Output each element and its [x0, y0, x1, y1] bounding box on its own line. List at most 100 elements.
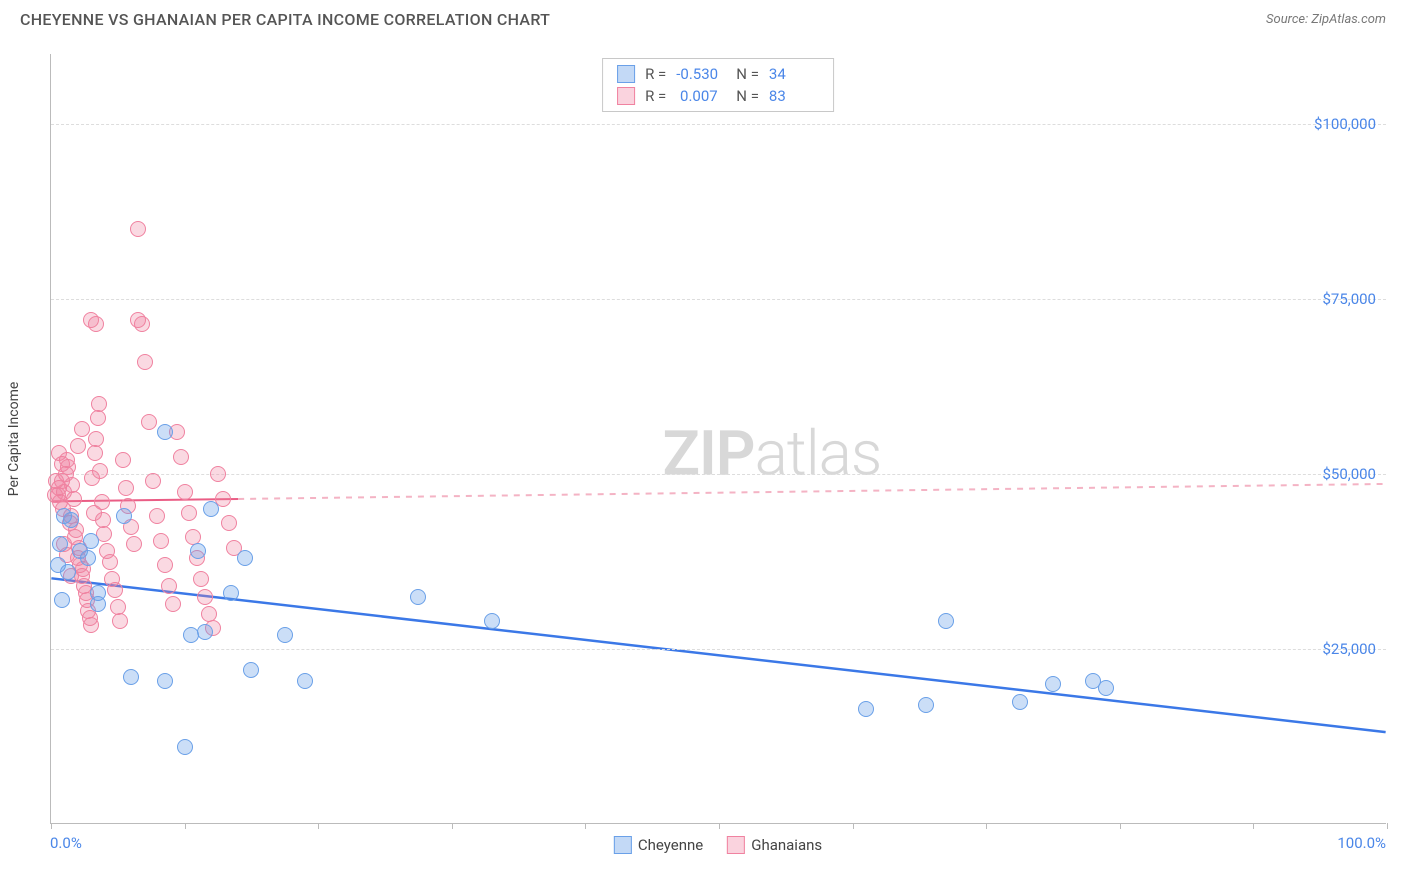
chart-plot-area: Per Capita Income ZIPatlas $25,000$50,00…: [50, 54, 1386, 824]
x-tick: [185, 823, 186, 829]
y-tick-label: $50,000: [1322, 465, 1376, 483]
data-point: [92, 463, 108, 479]
data-point: [102, 554, 118, 570]
legend-label-ghanaians: Ghanaians: [751, 836, 822, 854]
data-point: [94, 494, 110, 510]
plot-region: ZIPatlas $25,000$50,000$75,000$100,000: [50, 54, 1386, 824]
data-point: [130, 221, 146, 237]
source-label: Source: ZipAtlas.com: [1266, 12, 1386, 27]
data-point: [243, 662, 259, 678]
data-point: [83, 533, 99, 549]
data-point: [223, 585, 239, 601]
data-point: [190, 543, 206, 559]
watermark: ZIPatlas: [662, 417, 881, 490]
data-point: [193, 571, 209, 587]
data-point: [74, 421, 90, 437]
data-point: [66, 491, 82, 507]
data-point: [1012, 694, 1028, 710]
data-point: [52, 536, 68, 552]
stats-row-ghanaians: R = 0.007 N = 83: [617, 85, 819, 107]
y-tick-label: $100,000: [1314, 115, 1376, 133]
y-axis-title: Per Capita Income: [6, 382, 22, 497]
legend-item-ghanaians: Ghanaians: [727, 836, 822, 854]
legend-label-cheyenne: Cheyenne: [638, 836, 703, 854]
data-point: [126, 536, 142, 552]
data-point: [115, 452, 131, 468]
data-point: [157, 673, 173, 689]
data-point: [134, 316, 150, 332]
stat-n-label: N =: [736, 85, 759, 107]
data-point: [123, 669, 139, 685]
x-tick: [318, 823, 319, 829]
grid-line: [51, 474, 1386, 475]
data-point: [107, 582, 123, 598]
data-point: [484, 613, 500, 629]
y-tick-label: $25,000: [1322, 640, 1376, 658]
data-point: [237, 550, 253, 566]
grid-line: [51, 124, 1386, 125]
data-point: [277, 627, 293, 643]
data-point: [116, 508, 132, 524]
data-point: [60, 564, 76, 580]
data-point: [90, 596, 106, 612]
data-point: [145, 473, 161, 489]
x-tick: [1387, 823, 1388, 829]
swatch-cheyenne: [617, 65, 635, 83]
chart-title: CHEYENNE VS GHANAIAN PER CAPITA INCOME C…: [20, 10, 550, 29]
data-point: [54, 592, 70, 608]
data-point: [137, 354, 153, 370]
data-point: [410, 589, 426, 605]
x-tick: [1120, 823, 1121, 829]
data-point: [51, 445, 67, 461]
data-point: [47, 487, 63, 503]
x-tick: [986, 823, 987, 829]
trend-lines: [51, 54, 1386, 823]
stat-r-ghanaians: 0.007: [676, 85, 726, 107]
grid-line: [51, 299, 1386, 300]
data-point: [87, 445, 103, 461]
data-point: [1045, 676, 1061, 692]
bottom-legend: Cheyenne Ghanaians: [614, 836, 822, 854]
data-point: [141, 414, 157, 430]
x-tick: [585, 823, 586, 829]
data-point: [1085, 673, 1101, 689]
data-point: [221, 515, 237, 531]
stat-r-label: R =: [645, 63, 666, 85]
stat-n-label: N =: [736, 63, 759, 85]
data-point: [858, 701, 874, 717]
data-point: [149, 508, 165, 524]
stat-r-cheyenne: -0.530: [676, 63, 726, 85]
swatch-ghanaians: [727, 836, 745, 854]
x-axis-max-label: 100.0%: [1337, 834, 1386, 852]
data-point: [177, 484, 193, 500]
x-tick: [51, 823, 52, 829]
data-point: [203, 501, 219, 517]
x-tick: [853, 823, 854, 829]
data-point: [157, 424, 173, 440]
x-tick: [1253, 823, 1254, 829]
legend-item-cheyenne: Cheyenne: [614, 836, 703, 854]
data-point: [918, 697, 934, 713]
stat-r-label: R =: [645, 85, 666, 107]
data-point: [173, 449, 189, 465]
data-point: [80, 550, 96, 566]
data-point: [112, 613, 128, 629]
data-point: [181, 505, 197, 521]
x-tick: [452, 823, 453, 829]
data-point: [210, 466, 226, 482]
data-point: [88, 431, 104, 447]
data-point: [70, 438, 86, 454]
data-point: [83, 617, 99, 633]
data-point: [197, 624, 213, 640]
data-point: [197, 589, 213, 605]
data-point: [91, 396, 107, 412]
data-point: [177, 739, 193, 755]
stat-n-ghanaians: 83: [769, 85, 819, 107]
data-point: [157, 557, 173, 573]
swatch-ghanaians: [617, 87, 635, 105]
data-point: [161, 578, 177, 594]
stats-row-cheyenne: R = -0.530 N = 34: [617, 63, 819, 85]
data-point: [63, 512, 79, 528]
stat-n-cheyenne: 34: [769, 63, 819, 85]
grid-line: [51, 649, 1386, 650]
